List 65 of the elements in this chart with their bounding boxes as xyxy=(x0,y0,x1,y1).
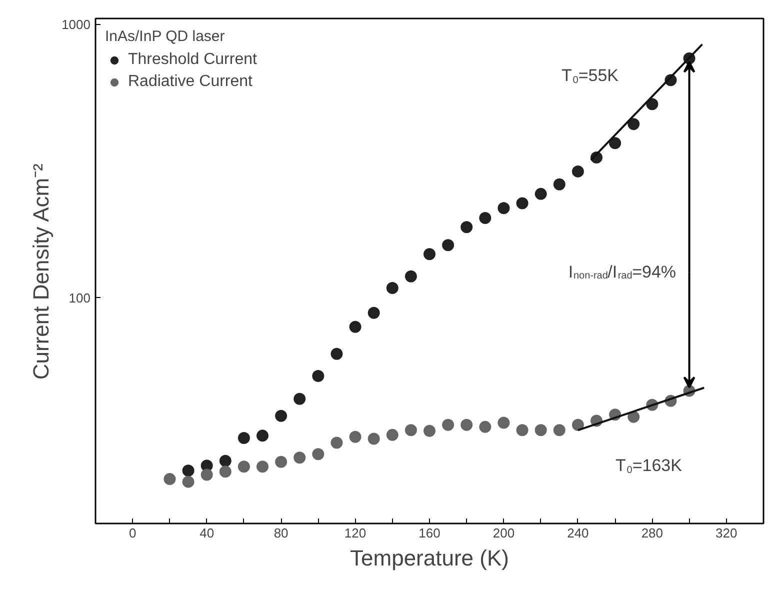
point xyxy=(386,428,398,441)
point xyxy=(200,468,213,481)
point xyxy=(368,306,380,319)
point xyxy=(404,270,417,282)
point xyxy=(498,202,510,214)
x-tick-label: 0 xyxy=(128,526,136,540)
point xyxy=(534,424,547,436)
point xyxy=(479,212,492,224)
x-tick-label: 200 xyxy=(492,526,515,540)
x-tick-label: 240 xyxy=(567,526,589,540)
point xyxy=(516,197,528,210)
point xyxy=(182,476,194,488)
legend-title: InAs/InP QD laser xyxy=(105,28,226,45)
point xyxy=(498,416,510,429)
point xyxy=(182,464,194,477)
point xyxy=(534,188,547,200)
point xyxy=(219,466,232,478)
y-tick-label: 100 xyxy=(68,290,91,306)
point xyxy=(460,221,473,234)
point xyxy=(442,239,454,252)
point xyxy=(312,370,324,382)
point xyxy=(404,424,417,436)
point xyxy=(516,424,528,436)
point xyxy=(294,452,306,464)
point xyxy=(219,454,232,467)
point xyxy=(238,460,250,473)
x-axis-title: Temperature (K) xyxy=(350,546,509,570)
x-tick-label: 160 xyxy=(418,526,440,540)
point xyxy=(572,165,584,178)
point xyxy=(238,432,250,444)
point xyxy=(628,410,640,423)
point xyxy=(349,320,362,333)
point xyxy=(368,432,380,445)
point xyxy=(256,430,268,442)
point xyxy=(424,424,436,437)
point xyxy=(572,418,584,431)
point xyxy=(386,282,398,294)
point xyxy=(294,392,306,405)
point xyxy=(330,348,343,360)
point xyxy=(553,178,566,190)
legend-label: Threshold Current xyxy=(128,51,257,69)
x-tick-label: 280 xyxy=(641,526,664,540)
y-axis-title: Current Density Acm⁻² xyxy=(28,164,54,380)
annotation: Inon-rad/Irad=94% xyxy=(568,262,676,282)
point xyxy=(460,418,473,431)
point xyxy=(442,418,454,431)
point xyxy=(164,473,176,486)
point xyxy=(349,430,362,443)
point xyxy=(275,410,288,422)
x-tick-label: 120 xyxy=(344,526,366,540)
y-tick-label: 1000 xyxy=(62,16,90,32)
point xyxy=(256,460,268,473)
point xyxy=(424,248,436,260)
point xyxy=(312,448,324,460)
legend-label: Radiative Current xyxy=(128,73,252,91)
point xyxy=(646,98,658,110)
x-tick-label: 80 xyxy=(274,526,288,540)
point xyxy=(275,456,288,468)
x-tick-label: 320 xyxy=(716,526,738,540)
point xyxy=(628,118,640,130)
point xyxy=(553,424,566,436)
point xyxy=(330,436,343,449)
point xyxy=(609,137,622,150)
x-tick-label: 40 xyxy=(200,526,214,540)
point xyxy=(479,420,492,433)
